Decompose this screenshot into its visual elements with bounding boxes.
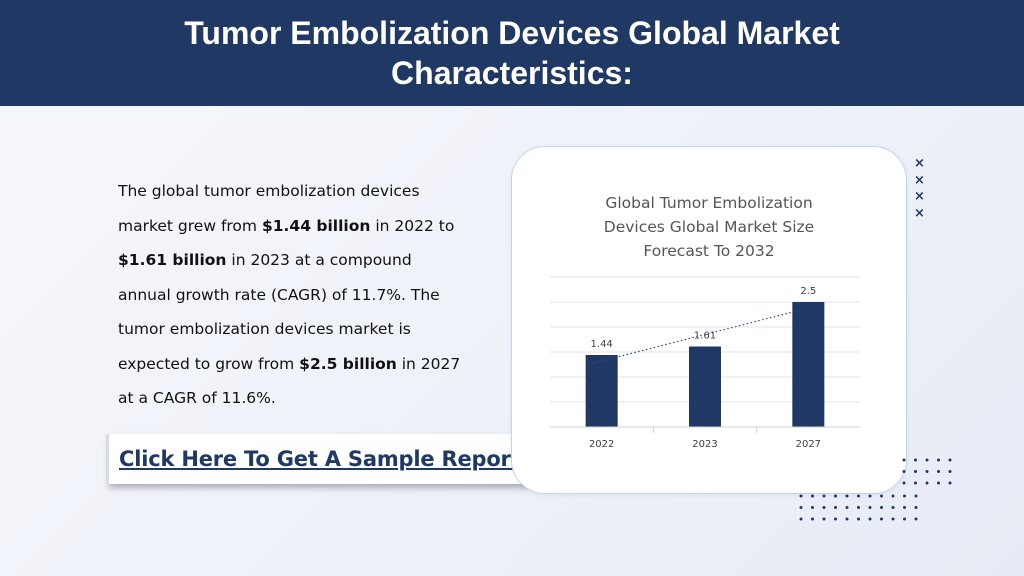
x-mark-icon: × (914, 172, 925, 188)
x-tick-label-2027: 2027 (796, 439, 821, 450)
description-text-4: in 2027 at a CAGR of 11.6%. (118, 354, 461, 408)
x-mark-icon: × (914, 156, 925, 171)
decor-dot (857, 494, 860, 498)
decor-dot (914, 470, 917, 473)
chart-card: Global Tumor Embolization Devices Global… (511, 146, 907, 494)
decor-dot (902, 481, 906, 485)
decor-dot (925, 470, 929, 473)
bar-2022 (585, 355, 618, 427)
decor-dot (925, 458, 929, 462)
decor-dot (834, 494, 837, 498)
decorative-dot-grid (902, 458, 952, 485)
chart-title-line-2: Devices Global Market Size (603, 218, 815, 236)
decor-dot (857, 506, 860, 509)
decor-dot (948, 470, 952, 473)
x-mark-icon: × (914, 205, 925, 221)
decor-dot (822, 506, 826, 509)
decor-dot (903, 494, 906, 498)
description-text-1: The global tumor embolization devices ma… (118, 182, 420, 235)
decor-dot (880, 506, 883, 509)
chart-title-line-3: Forecast To 2032 (643, 242, 775, 260)
decor-dot (834, 517, 837, 521)
description-value-2022: $1.44 billion (261, 216, 371, 235)
decor-dot (891, 494, 895, 498)
bar-2027 (792, 302, 825, 427)
chart-title: Global Tumor Embolization Devices Global… (512, 191, 906, 263)
decor-dot (937, 481, 940, 485)
chart-title-line-1: Global Tumor Embolization (605, 194, 813, 212)
decor-dot (811, 517, 814, 521)
decor-dot (948, 481, 952, 485)
decor-dot (834, 506, 837, 509)
description-value-2023: $1.61 billion (118, 251, 227, 269)
decor-dot (822, 517, 826, 521)
decor-dot (811, 494, 814, 498)
data-label-2022: 1.44 (591, 339, 613, 350)
data-label-2023: 1.61 (694, 331, 716, 342)
market-description: The global tumor embolization devices ma… (118, 174, 463, 416)
decor-dot (857, 517, 860, 521)
decor-dot (903, 506, 906, 509)
decor-dot (914, 517, 918, 521)
page-title-line-2: Characteristics: (391, 55, 633, 91)
description-text-3: in 2023 at a compound annual growth rate… (118, 251, 440, 373)
x-mark-icon: × (914, 189, 925, 204)
page-title: Tumor Embolization Devices Global Market… (132, 13, 892, 93)
x-tick-label-2022: 2022 (589, 439, 614, 450)
description-value-2027: $2.5 billion (299, 354, 397, 373)
decor-dot (822, 494, 826, 498)
decor-dot (845, 517, 849, 521)
decor-dot (914, 458, 917, 462)
data-label-2027: 2.5 (800, 286, 816, 297)
decor-dot (799, 494, 803, 498)
decor-dot (868, 517, 872, 521)
decor-dot (868, 506, 872, 509)
x-tick-label-2023: 2023 (692, 439, 717, 450)
decor-dot (937, 470, 940, 473)
decor-dot (914, 481, 917, 485)
decor-dot (914, 506, 918, 509)
decor-dot (902, 458, 906, 462)
decor-dot (799, 506, 803, 509)
decor-dot (903, 517, 906, 521)
bar-chart: 1.44 2022 1.61 2023 2.5 2027 (550, 276, 860, 450)
sample-report-link[interactable]: Click Here To Get A Sample Report (119, 447, 521, 471)
decor-dot (880, 494, 883, 498)
decor-dot (811, 506, 814, 509)
decor-dot (902, 470, 906, 473)
decor-dot (868, 494, 872, 498)
bar-2023 (689, 346, 721, 427)
description-text-2: in 2022 to (370, 216, 455, 235)
decor-dot (845, 506, 849, 509)
decor-dot (948, 458, 952, 462)
decor-dot (891, 517, 895, 521)
decor-dot (937, 458, 940, 462)
decor-dot (845, 494, 849, 498)
decor-dot (880, 517, 883, 521)
decorative-x-marks: × × × × (914, 156, 925, 222)
decor-dot (891, 506, 895, 509)
decor-dot (925, 481, 929, 485)
trendline (591, 308, 805, 365)
sample-report-box[interactable]: Click Here To Get A Sample Report (106, 434, 526, 484)
decor-dot (799, 517, 803, 521)
page-title-line-1: Tumor Embolization Devices Global Market (184, 15, 840, 51)
title-banner: Tumor Embolization Devices Global Market… (0, 0, 1024, 106)
decorative-dot-grid (799, 494, 918, 521)
decor-dot (914, 494, 918, 498)
